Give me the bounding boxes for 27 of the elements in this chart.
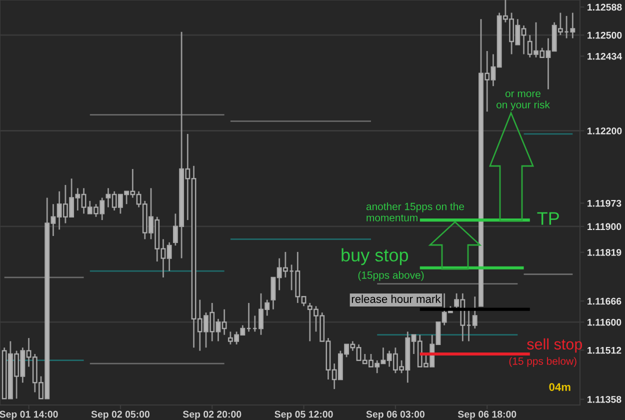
series-label: sell stop xyxy=(527,338,582,353)
annotation: (15pps above) xyxy=(358,271,424,281)
series-label: buy stop xyxy=(342,248,408,266)
candlestick xyxy=(472,296,478,330)
y-tick-label: 1.11358 xyxy=(588,396,622,403)
y-tick-label: 1.12434 xyxy=(588,52,622,60)
y-tick-label: 1.11973 xyxy=(588,200,622,207)
y-tick-label: 1.12588 xyxy=(588,4,622,11)
y-tick-label: 1.11819 xyxy=(588,248,622,256)
series-label: release hour mark xyxy=(352,294,441,303)
x-tick-label: Sep 02 05:00 xyxy=(91,410,150,420)
y-tick-label: 1.12200 xyxy=(588,127,622,134)
x-tick-label: Sep 02 20:00 xyxy=(182,410,242,420)
y-tick-label: 1.11900 xyxy=(588,223,622,230)
x-tick-label: Sep 06 18:00 xyxy=(458,410,516,420)
y-tick-label: 1.12500 xyxy=(588,32,622,39)
series-label: TP xyxy=(537,212,559,225)
y-tick-label: 1.11666 xyxy=(588,298,622,305)
x-tick-label: Sep 06 03:00 xyxy=(366,410,425,420)
x-tick-label: Sep 05 12:00 xyxy=(274,410,333,420)
x-tick-label: Sep 01 14:00 xyxy=(0,410,58,420)
annotation: 04m xyxy=(549,383,570,391)
y-tick-label: 1.11600 xyxy=(588,318,622,326)
annotation: another 15pps on the momentum xyxy=(366,202,464,222)
y-tick-label: 1.11512 xyxy=(588,346,622,354)
annotation: (15 pps below) xyxy=(509,357,576,367)
annotation: or more on your risk xyxy=(496,91,550,110)
